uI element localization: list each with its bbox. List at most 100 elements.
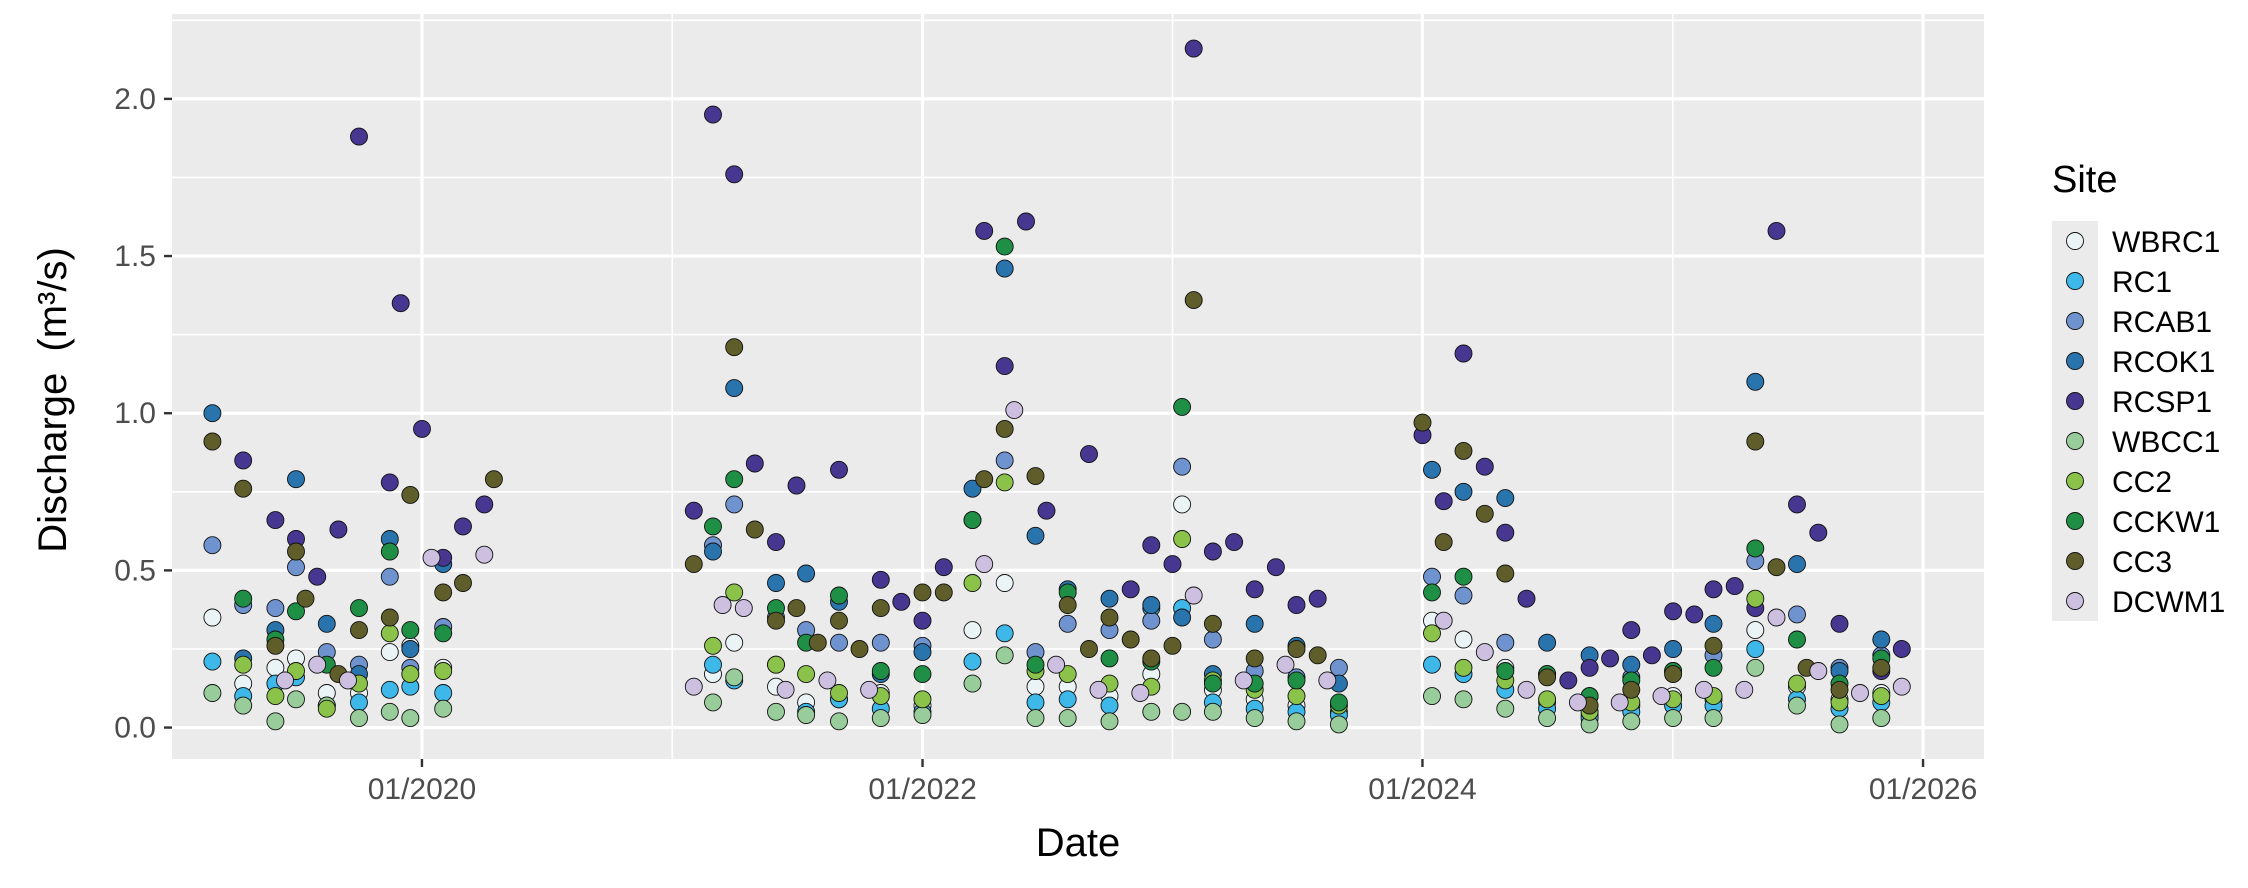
legend-key-cckw1 [2066, 512, 2084, 530]
data-point [1203, 630, 1222, 649]
data-point [1788, 605, 1806, 624]
data-point [704, 517, 722, 536]
data-point [1830, 715, 1849, 734]
series-cc3 [203, 291, 1891, 715]
data-point [1735, 680, 1754, 699]
data-point [767, 702, 785, 721]
data-point [1704, 580, 1723, 599]
data-point [287, 542, 305, 561]
legend-key-wbcc1 [2066, 432, 2084, 450]
data-point [1005, 401, 1024, 420]
data-point [1454, 658, 1473, 677]
data-point [808, 633, 827, 652]
data-point [1809, 662, 1828, 680]
data-point [1318, 671, 1337, 690]
data-point [1245, 709, 1264, 728]
data-point [1287, 596, 1306, 614]
data-point [1026, 526, 1045, 545]
data-point [913, 583, 932, 602]
data-point [1142, 596, 1161, 614]
data-point [767, 574, 785, 592]
data-point [1872, 709, 1891, 728]
data-point [1100, 696, 1119, 715]
series-wbcc1 [203, 646, 1891, 734]
data-point [1173, 397, 1192, 416]
y-axis-title-label: Discharge [31, 373, 75, 553]
data-point [704, 636, 722, 655]
data-point [1454, 482, 1473, 501]
data-point [1173, 495, 1192, 514]
data-point [1234, 671, 1253, 690]
data-point [434, 662, 453, 680]
data-point [380, 702, 399, 721]
data-point [1767, 558, 1786, 577]
data-point [713, 596, 732, 614]
data-point [871, 599, 890, 618]
data-point [1080, 640, 1098, 658]
legend-label: RCAB1 [2112, 306, 2212, 339]
data-point [725, 633, 744, 652]
data-point [401, 665, 420, 684]
data-point [1100, 608, 1119, 627]
data-point [1131, 684, 1150, 702]
legend-key-rcok1 [2066, 352, 2084, 370]
data-point [1496, 564, 1515, 583]
y-axis-title: Discharge (m³/s) [31, 247, 75, 553]
data-point [913, 611, 932, 630]
data-point [1434, 611, 1453, 630]
data-point [1694, 680, 1713, 699]
data-point [1047, 655, 1066, 674]
data-point [913, 665, 932, 684]
data-point [1100, 649, 1119, 668]
data-point [1517, 589, 1536, 608]
data-point [1788, 696, 1806, 715]
data-point [1685, 605, 1704, 624]
data-point [963, 652, 982, 671]
data-point [1142, 649, 1161, 668]
legend-items: WBRC1 RC1 RCAB1 RCOK1 RCSP1 WBCC1 CC2 CCKW1 CC3 D… [2066, 226, 2225, 619]
data-point [1622, 621, 1641, 640]
data-point [1809, 523, 1828, 542]
data-point [1517, 680, 1536, 699]
data-point [434, 699, 453, 718]
data-point [1058, 665, 1077, 684]
data-point [818, 671, 837, 690]
data-point [380, 473, 399, 492]
data-point [745, 520, 764, 539]
data-point [1475, 504, 1494, 523]
data-point [454, 574, 472, 592]
data-point [995, 574, 1014, 592]
data-point [767, 655, 785, 674]
legend-key-rcsp1 [2066, 392, 2084, 410]
data-point [234, 696, 253, 715]
data-point [401, 621, 420, 640]
data-point [995, 419, 1014, 438]
data-point [401, 485, 420, 504]
data-point [975, 555, 994, 574]
data-point [203, 404, 222, 423]
data-point [1746, 589, 1765, 608]
data-point [475, 495, 494, 514]
data-point [1173, 702, 1192, 721]
data-point [1173, 608, 1192, 627]
data-point [1203, 542, 1222, 561]
tick-labels: 01/2020 01/2022 01/2024 01/2026 0.0 0.5 1.0 1.5… [114, 83, 1977, 806]
data-point [830, 684, 848, 702]
data-point [1767, 221, 1786, 240]
data-point [1788, 555, 1806, 574]
legend-label: CC2 [2112, 466, 2172, 499]
data-point [434, 684, 453, 702]
data-point [995, 357, 1014, 376]
data-point [1266, 558, 1285, 577]
data-point [787, 476, 806, 495]
data-point [1287, 687, 1306, 706]
data-point [1538, 690, 1557, 709]
data-point [1017, 212, 1035, 231]
data-point [1496, 489, 1515, 508]
data-point [1454, 567, 1473, 586]
data-point [704, 693, 722, 712]
data-point [1276, 655, 1295, 674]
data-point [734, 599, 753, 618]
data-point [1788, 630, 1806, 649]
data-point [995, 624, 1014, 643]
